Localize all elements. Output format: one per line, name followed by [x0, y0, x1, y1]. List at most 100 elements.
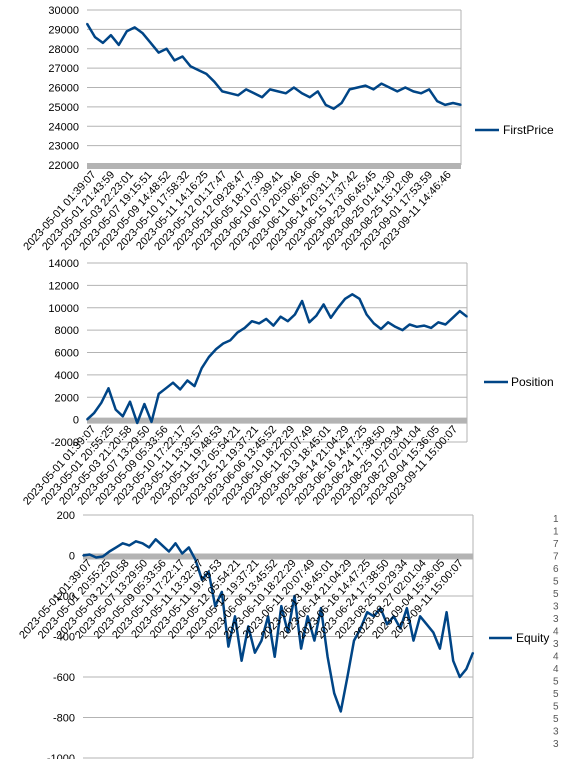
series-line	[86, 293, 468, 425]
data-point	[254, 651, 256, 654]
data-point	[324, 104, 327, 106]
legend: Position	[484, 375, 554, 389]
data-point	[150, 421, 153, 423]
data-point	[222, 342, 225, 345]
data-point	[94, 36, 96, 38]
data-point	[197, 69, 200, 71]
data-point	[404, 86, 407, 89]
data-point	[88, 553, 91, 556]
data-point	[243, 327, 246, 329]
data-point	[172, 381, 174, 384]
data-point	[444, 323, 447, 326]
x-axis-band	[87, 163, 461, 169]
data-point	[339, 710, 342, 713]
legend-label: Equity	[516, 631, 549, 645]
data-point	[114, 408, 117, 411]
series-line	[82, 538, 475, 713]
data-point	[372, 88, 375, 91]
edge-glyph: 5	[553, 677, 559, 688]
data-point	[326, 655, 329, 658]
y-tick-label: 8000	[55, 325, 79, 337]
data-point	[165, 387, 167, 390]
data-point	[309, 96, 311, 98]
y-tick-label: 6000	[55, 348, 79, 360]
data-point	[315, 314, 318, 317]
data-point	[287, 631, 289, 634]
y-tick-label: 2000	[55, 392, 79, 404]
series-line	[85, 22, 462, 111]
grid-group	[83, 514, 474, 759]
data-point	[364, 84, 367, 87]
data-point	[372, 322, 375, 325]
data-point	[136, 422, 138, 424]
data-point	[351, 293, 354, 296]
data-point	[313, 639, 316, 642]
data-point	[366, 611, 369, 613]
data-point	[306, 615, 309, 618]
data-point	[107, 387, 110, 390]
data-point	[201, 579, 203, 581]
data-point	[265, 318, 268, 320]
data-point	[193, 385, 196, 387]
edge-glyph: 7	[553, 539, 559, 550]
data-point	[173, 59, 176, 62]
data-point	[215, 348, 217, 350]
data-point	[253, 92, 255, 95]
x-axis-band	[87, 417, 467, 424]
data-point	[237, 94, 239, 97]
data-point	[186, 379, 189, 382]
data-point	[245, 88, 247, 91]
data-point	[121, 542, 124, 545]
data-point	[392, 615, 395, 618]
y-tick-label: -200	[53, 591, 75, 603]
y-tick-label: 28000	[48, 44, 79, 56]
data-point	[227, 645, 230, 648]
data-point	[332, 108, 335, 110]
data-point	[428, 88, 430, 91]
data-point	[165, 47, 168, 50]
edge-glyph: 1	[553, 527, 559, 538]
series-group	[86, 293, 468, 425]
y-tick-label: 24000	[48, 121, 79, 133]
data-point	[420, 92, 423, 95]
y-tick-group: -1000 -800 -600 -400 -200 0 200	[47, 510, 75, 759]
data-point	[451, 317, 454, 319]
data-point	[240, 660, 243, 662]
data-point	[425, 623, 428, 626]
data-point	[353, 639, 355, 642]
edge-glyph: 3	[553, 602, 559, 613]
y-tick-label: 14000	[48, 258, 79, 270]
data-point	[436, 100, 438, 102]
edge-glyph: 5	[553, 577, 559, 588]
y-tick-label: -2000	[51, 437, 79, 449]
y-tick-label: 10000	[48, 303, 79, 315]
edge-glyph: 4	[553, 652, 559, 663]
data-point	[161, 544, 164, 547]
data-point	[168, 550, 170, 553]
y-tick-label: -400	[53, 632, 75, 644]
data-point	[445, 611, 448, 613]
y-tick-label: 22000	[48, 160, 79, 172]
data-point	[416, 325, 418, 328]
grid-group	[87, 262, 468, 443]
y-tick-group: 22000 23000 24000 25000 26000 27000 28000 29000…	[48, 5, 79, 172]
data-point	[430, 327, 432, 329]
data-point	[458, 676, 461, 678]
data-point	[386, 623, 388, 626]
edge-glyph: 3	[553, 614, 559, 625]
data-point	[452, 102, 454, 104]
data-point	[329, 317, 332, 319]
data-point	[194, 558, 197, 561]
data-point	[344, 298, 346, 300]
data-point	[285, 92, 287, 95]
data-point	[214, 605, 217, 607]
y-tick-label: 0	[69, 551, 75, 563]
y-tick-label: 30000	[48, 5, 79, 17]
data-point	[133, 26, 136, 29]
data-point	[358, 298, 361, 300]
edge-glyph: 3	[553, 739, 559, 750]
data-point	[408, 323, 411, 326]
first-price-chart: 22000 23000 24000 25000 26000 27000 28000 29000…	[0, 0, 561, 262]
